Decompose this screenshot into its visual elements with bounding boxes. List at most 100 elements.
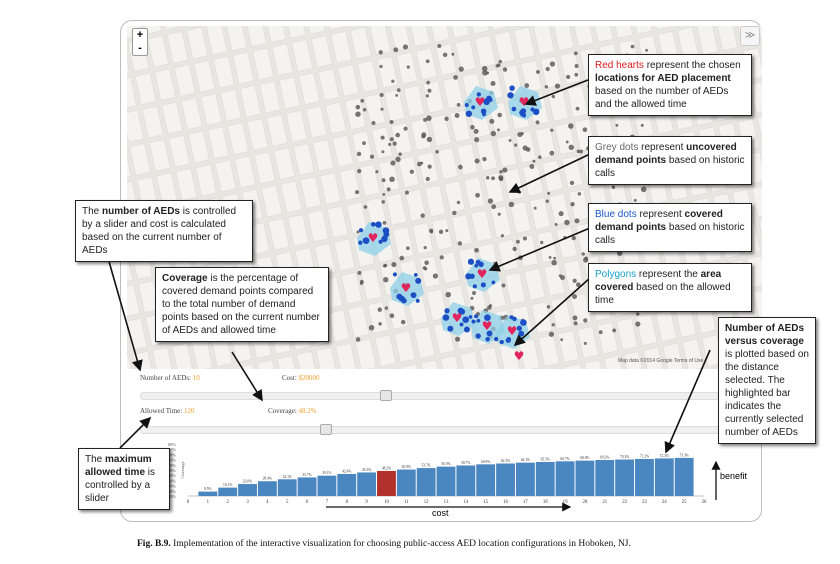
- grey-dot: [379, 64, 383, 69]
- grey-dot: [515, 239, 520, 244]
- heart-icon[interactable]: ♥: [514, 349, 525, 363]
- grey-dot: [403, 126, 408, 131]
- bar[interactable]: [535, 461, 555, 496]
- blue-dot: [468, 315, 473, 319]
- layers-icon[interactable]: ≫: [740, 26, 760, 46]
- heart-icon[interactable]: ♥: [452, 311, 463, 325]
- blue-dot: [484, 314, 491, 321]
- coverage-control-label: Coverage: 48.2%: [268, 407, 317, 415]
- cost-axis-label: cost: [432, 508, 449, 518]
- bar[interactable]: [515, 462, 535, 496]
- grey-dot: [560, 275, 565, 281]
- grey-dot: [398, 152, 402, 156]
- blue-dot: [480, 108, 487, 115]
- aeds-value: 10: [192, 374, 200, 382]
- grey-dot: [457, 241, 463, 246]
- y-tick-label: 0%: [170, 494, 176, 499]
- bar[interactable]: [238, 484, 257, 496]
- grey-dot: [438, 229, 444, 234]
- grey-dot: [532, 159, 536, 163]
- zoom-control[interactable]: + -: [132, 28, 148, 56]
- time-label: Allowed Time:: [140, 407, 183, 415]
- grey-dot: [498, 176, 504, 182]
- bar[interactable]: [635, 458, 654, 496]
- grey-dot: [439, 255, 444, 260]
- bar[interactable]: [357, 472, 377, 496]
- grey-dot: [547, 191, 551, 195]
- bar[interactable]: [456, 465, 476, 496]
- blue-dot: [464, 103, 469, 108]
- grey-dot: [574, 72, 579, 77]
- bar-value-label: 28.4%: [263, 477, 272, 481]
- aeds-slider-thumb[interactable]: [380, 390, 392, 401]
- bar[interactable]: [416, 468, 436, 496]
- bar[interactable]: [436, 466, 456, 496]
- heart-icon[interactable]: ♥: [475, 95, 486, 109]
- grey-dot: [615, 123, 619, 127]
- grey-dot: [384, 306, 389, 310]
- blue-dot: [415, 277, 422, 284]
- zoom-in-button[interactable]: +: [136, 29, 144, 41]
- bar[interactable]: [496, 463, 515, 497]
- grey-dot: [508, 201, 515, 208]
- grey-dot: [565, 140, 569, 144]
- heart-icon[interactable]: ♥: [519, 95, 530, 109]
- grey-dot: [568, 123, 574, 129]
- bar-value-label: 23.0%: [243, 480, 252, 484]
- bar[interactable]: [595, 460, 615, 496]
- heart-icon[interactable]: ♥: [477, 267, 488, 281]
- bar[interactable]: [555, 461, 575, 496]
- grey-dot: [360, 98, 365, 103]
- grey-dot: [598, 330, 603, 335]
- bar[interactable]: [257, 481, 277, 496]
- x-tick-label: 26: [702, 500, 707, 505]
- bar[interactable]: [615, 459, 635, 496]
- grey-dot: [442, 52, 448, 58]
- bar[interactable]: [575, 460, 595, 496]
- bar[interactable]: [198, 491, 218, 496]
- bar[interactable]: [317, 475, 337, 496]
- blue-dot: [485, 336, 490, 342]
- grey-dot: [426, 80, 431, 85]
- callout-coverage: Coverage is the percentage of covered de…: [155, 267, 329, 342]
- bar-value-label: 16.1%: [223, 483, 232, 487]
- bar[interactable]: [337, 473, 357, 496]
- coverage-label: Coverage:: [268, 407, 297, 415]
- bar[interactable]: [674, 457, 694, 496]
- blue-dot: [444, 308, 450, 314]
- grey-dot: [501, 283, 506, 288]
- blue-dot: [465, 110, 473, 117]
- heart-icon[interactable]: ♥: [507, 324, 518, 338]
- arrow-max-time: [119, 416, 152, 449]
- zoom-out-button[interactable]: -: [138, 42, 142, 54]
- x-tick-label: 18: [543, 500, 548, 505]
- map-attribution: Map data ©2014 Google Terms of Use: [618, 358, 704, 364]
- grey-dot: [470, 296, 474, 300]
- grey-dot: [535, 69, 540, 74]
- heart-icon[interactable]: ♥: [401, 281, 412, 295]
- y-tick-label: 60%: [168, 463, 176, 468]
- blue-dot: [465, 273, 472, 280]
- bar[interactable]: [654, 458, 674, 496]
- bar-value-label: 72.3%: [660, 454, 669, 458]
- time-slider-thumb[interactable]: [320, 424, 332, 435]
- grey-dot: [630, 44, 635, 49]
- bar[interactable]: [476, 464, 496, 496]
- grey-dot: [633, 198, 637, 202]
- grey-dot: [560, 338, 564, 342]
- grey-dot: [369, 154, 375, 159]
- bar[interactable]: [297, 477, 317, 496]
- grey-dot: [474, 137, 480, 143]
- bar[interactable]: [277, 479, 297, 496]
- heart-icon[interactable]: ♥: [368, 231, 379, 245]
- bar[interactable]: [377, 470, 396, 496]
- grey-dot: [474, 247, 479, 253]
- arrow-blue-dots: [488, 227, 591, 272]
- grey-dot: [482, 70, 488, 76]
- grey-dot: [566, 74, 571, 80]
- heart-icon[interactable]: ♥: [482, 319, 493, 333]
- bar[interactable]: [218, 487, 238, 496]
- blue-dot: [467, 258, 475, 265]
- bar[interactable]: [396, 469, 416, 496]
- grey-dot: [496, 128, 500, 132]
